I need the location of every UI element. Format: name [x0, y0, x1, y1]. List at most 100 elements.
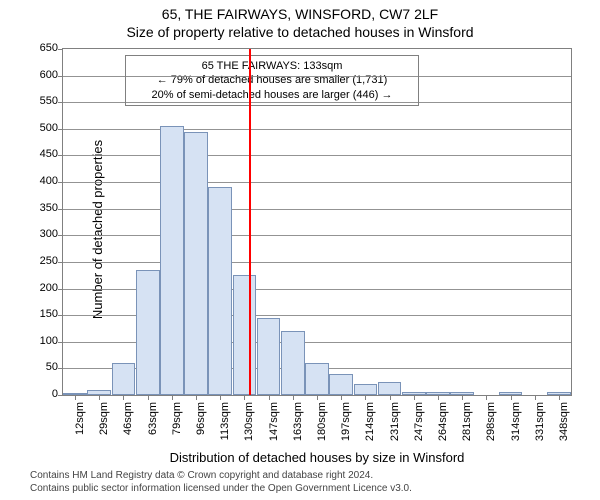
- x-tick-label: 264sqm: [437, 402, 449, 450]
- y-tick-label: 550: [34, 95, 58, 107]
- y-tick-mark: [58, 262, 63, 263]
- plot-area: 65 THE FAIRWAYS: 133sqm ← 79% of detache…: [62, 48, 572, 396]
- x-tick-label: 12sqm: [74, 402, 86, 450]
- y-tick-mark: [58, 235, 63, 236]
- x-tick-label: 147sqm: [268, 402, 280, 450]
- y-tick-label: 600: [34, 69, 58, 81]
- y-tick-label: 200: [34, 282, 58, 294]
- histogram-bar: [257, 318, 281, 395]
- x-tick-mark: [269, 395, 270, 400]
- histogram-bar: [354, 384, 378, 395]
- x-tick-mark: [511, 395, 512, 400]
- x-tick-label: 163sqm: [292, 402, 304, 450]
- y-tick-mark: [58, 342, 63, 343]
- histogram-bar: [184, 132, 208, 395]
- x-tick-mark: [244, 395, 245, 400]
- y-tick-label: 150: [34, 308, 58, 320]
- x-tick-mark: [148, 395, 149, 400]
- x-tick-label: 214sqm: [364, 402, 376, 450]
- x-tick-label: 63sqm: [147, 402, 159, 450]
- histogram-bar: [112, 363, 136, 395]
- x-tick-mark: [462, 395, 463, 400]
- histogram-bar: [305, 363, 329, 395]
- x-tick-label: 180sqm: [316, 402, 328, 450]
- x-tick-label: 79sqm: [171, 402, 183, 450]
- y-tick-label: 100: [34, 335, 58, 347]
- x-tick-mark: [293, 395, 294, 400]
- gridline: [63, 76, 571, 77]
- y-tick-mark: [58, 102, 63, 103]
- x-tick-label: 197sqm: [340, 402, 352, 450]
- y-tick-mark: [58, 182, 63, 183]
- gridline: [63, 102, 571, 103]
- gridline: [63, 262, 571, 263]
- reference-line: [249, 49, 251, 395]
- histogram-bar: [136, 270, 160, 395]
- footer-line: Contains public sector information licen…: [30, 483, 412, 496]
- chart-container: 65, THE FAIRWAYS, WINSFORD, CW7 2LF Size…: [0, 0, 600, 500]
- x-tick-mark: [75, 395, 76, 400]
- histogram-bar: [233, 275, 257, 395]
- y-tick-label: 250: [34, 255, 58, 267]
- y-tick-mark: [58, 209, 63, 210]
- x-tick-mark: [123, 395, 124, 400]
- x-tick-mark: [196, 395, 197, 400]
- y-tick-label: 350: [34, 202, 58, 214]
- histogram-bar: [281, 331, 305, 395]
- y-tick-label: 650: [34, 42, 58, 54]
- x-tick-mark: [220, 395, 221, 400]
- x-tick-label: 247sqm: [413, 402, 425, 450]
- y-tick-mark: [58, 49, 63, 50]
- y-tick-label: 50: [34, 361, 58, 373]
- annotation-line: 20% of semi-detached houses are larger (…: [132, 88, 412, 102]
- x-tick-label: 281sqm: [461, 402, 473, 450]
- y-tick-mark: [58, 289, 63, 290]
- y-tick-mark: [58, 315, 63, 316]
- histogram-bar: [208, 187, 232, 395]
- x-tick-mark: [535, 395, 536, 400]
- gridline: [63, 182, 571, 183]
- x-tick-mark: [559, 395, 560, 400]
- gridline: [63, 235, 571, 236]
- y-tick-mark: [58, 76, 63, 77]
- y-tick-mark: [58, 368, 63, 369]
- x-tick-label: 96sqm: [195, 402, 207, 450]
- histogram-bar: [329, 374, 353, 395]
- y-tick-label: 450: [34, 148, 58, 160]
- histogram-bar: [378, 382, 402, 395]
- x-tick-mark: [365, 395, 366, 400]
- y-tick-label: 400: [34, 175, 58, 187]
- y-tick-label: 0: [34, 388, 58, 400]
- title-address: 65, THE FAIRWAYS, WINSFORD, CW7 2LF: [0, 6, 600, 22]
- y-tick-label: 500: [34, 122, 58, 134]
- annotation-line: 65 THE FAIRWAYS: 133sqm: [132, 59, 412, 73]
- annotation-box: 65 THE FAIRWAYS: 133sqm ← 79% of detache…: [125, 55, 419, 106]
- gridline: [63, 129, 571, 130]
- x-axis-label: Distribution of detached houses by size …: [62, 450, 572, 465]
- x-tick-mark: [414, 395, 415, 400]
- footer-attribution: Contains HM Land Registry data © Crown c…: [30, 470, 412, 495]
- x-tick-label: 29sqm: [98, 402, 110, 450]
- x-tick-mark: [99, 395, 100, 400]
- y-tick-mark: [58, 395, 63, 396]
- histogram-bar: [160, 126, 184, 395]
- x-tick-label: 113sqm: [219, 402, 231, 450]
- x-tick-label: 298sqm: [485, 402, 497, 450]
- x-tick-label: 130sqm: [243, 402, 255, 450]
- x-tick-label: 46sqm: [122, 402, 134, 450]
- y-tick-mark: [58, 129, 63, 130]
- x-tick-mark: [438, 395, 439, 400]
- x-tick-label: 348sqm: [558, 402, 570, 450]
- y-tick-label: 300: [34, 228, 58, 240]
- x-tick-mark: [390, 395, 391, 400]
- x-tick-label: 331sqm: [534, 402, 546, 450]
- gridline: [63, 209, 571, 210]
- y-tick-mark: [58, 155, 63, 156]
- x-tick-label: 231sqm: [389, 402, 401, 450]
- x-tick-mark: [172, 395, 173, 400]
- x-tick-mark: [341, 395, 342, 400]
- footer-line: Contains HM Land Registry data © Crown c…: [30, 470, 412, 483]
- gridline: [63, 155, 571, 156]
- x-tick-mark: [486, 395, 487, 400]
- title-subtitle: Size of property relative to detached ho…: [0, 24, 600, 40]
